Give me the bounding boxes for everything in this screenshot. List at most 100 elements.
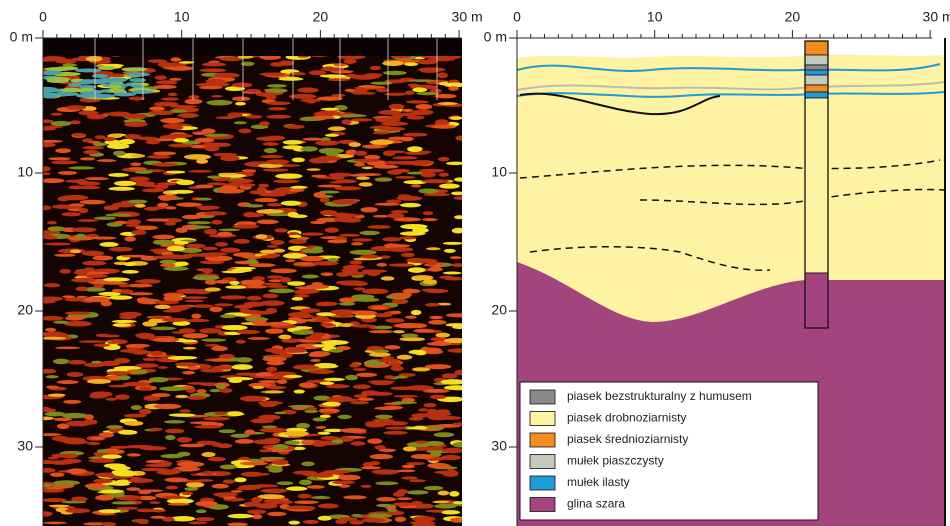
reflection	[207, 456, 226, 462]
reflection	[204, 343, 221, 347]
reflection	[168, 413, 196, 417]
reflection	[445, 313, 462, 318]
reflection	[199, 497, 215, 503]
reflection	[291, 296, 304, 301]
reflection	[407, 267, 426, 273]
reflection	[396, 354, 413, 360]
reflection	[284, 124, 305, 129]
reflection	[167, 502, 190, 506]
reflection	[188, 95, 200, 99]
reflection	[386, 199, 402, 204]
reflection	[255, 372, 276, 378]
reflection	[118, 429, 138, 435]
borehole-layer	[804, 54, 829, 66]
reflection	[124, 134, 142, 140]
reflection	[72, 133, 86, 137]
reflection	[378, 448, 396, 452]
reflection	[298, 236, 310, 240]
reflection	[447, 348, 462, 353]
reflection	[84, 296, 110, 303]
reflection	[319, 381, 335, 385]
reflection	[366, 513, 392, 519]
reflection	[265, 285, 289, 288]
reflection	[43, 205, 52, 211]
reflection	[167, 92, 178, 97]
reflection	[327, 78, 351, 82]
reflection	[92, 142, 108, 147]
reflection	[312, 344, 337, 348]
reflection	[279, 353, 293, 358]
silt-boundary	[517, 91, 945, 98]
reflection	[118, 284, 131, 288]
reflection	[418, 408, 429, 412]
reflection	[204, 145, 220, 152]
reflection	[348, 142, 361, 147]
reflection	[439, 416, 462, 420]
reflection	[276, 481, 294, 486]
y-tick-label: 0 m	[484, 29, 507, 45]
reflection	[155, 80, 178, 85]
reflection	[188, 521, 208, 525]
reflection	[452, 442, 462, 448]
reflection	[440, 454, 462, 461]
reflection	[368, 330, 394, 334]
reflection	[346, 73, 357, 77]
reflection	[108, 186, 136, 191]
reflection	[265, 135, 286, 141]
reflection	[123, 413, 147, 418]
reflection	[110, 465, 131, 471]
reflection	[163, 293, 184, 297]
reflection	[114, 220, 128, 225]
reflection	[351, 310, 378, 316]
reflection	[338, 302, 356, 306]
reflection	[83, 267, 95, 272]
reflection	[405, 100, 429, 104]
reflection	[285, 259, 296, 262]
reflection	[146, 218, 170, 222]
reflection	[176, 437, 193, 443]
reflection	[55, 205, 83, 209]
reflection	[395, 322, 423, 329]
reflection	[258, 183, 270, 188]
reflection	[157, 366, 168, 369]
reflection	[159, 386, 188, 392]
reflection	[121, 254, 148, 258]
reflection	[375, 481, 399, 486]
reflection	[306, 406, 317, 411]
reflection	[139, 386, 152, 391]
reflection	[138, 408, 152, 415]
reflection	[189, 225, 212, 229]
reflection	[166, 133, 194, 138]
reflection	[318, 190, 340, 194]
reflection	[125, 224, 141, 227]
reflection	[259, 427, 288, 433]
reflection	[372, 349, 390, 353]
reflection	[285, 486, 308, 491]
reflection	[247, 337, 270, 340]
reflection	[268, 288, 295, 294]
reflection	[179, 409, 191, 413]
reflection	[443, 82, 462, 88]
reflection	[266, 360, 285, 366]
reflection	[389, 386, 417, 390]
reflection	[206, 99, 233, 106]
reflection	[182, 333, 209, 339]
reflection	[360, 206, 378, 213]
reflection	[150, 326, 177, 331]
reflection	[345, 374, 358, 381]
reflection	[246, 258, 258, 265]
reflection	[389, 292, 412, 298]
reflection	[435, 332, 451, 338]
reflection	[91, 73, 109, 78]
reflection	[272, 444, 289, 450]
reflection	[90, 93, 116, 98]
legend: piasek bezstrukturalny z humusem piasek d…	[519, 381, 819, 521]
reflection	[343, 58, 357, 64]
reflection	[404, 90, 415, 95]
reflection	[388, 103, 405, 110]
reflection	[284, 440, 301, 445]
reflection	[372, 131, 391, 135]
reflection	[282, 140, 303, 145]
reflection	[61, 412, 88, 419]
reflection	[150, 315, 166, 319]
